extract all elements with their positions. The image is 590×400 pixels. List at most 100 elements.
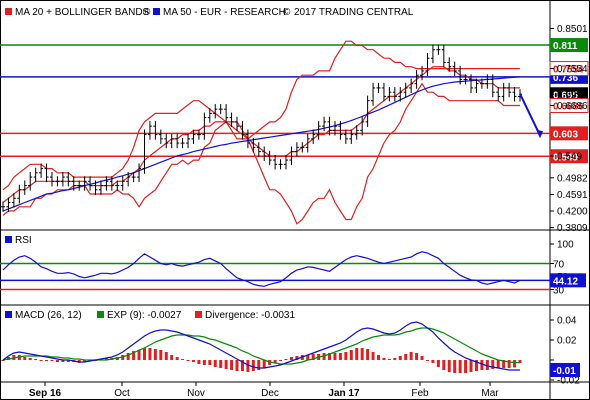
level-label: 0.603 (553, 129, 578, 140)
ma50-legend-label: MA 50 - EUR - RESEARCH (163, 7, 286, 18)
divergence-bar (289, 357, 293, 360)
divergence-bar (186, 360, 190, 361)
divergence-bar (480, 360, 484, 370)
divergence-bar (132, 351, 136, 360)
ma20-legend-label: MA 20 + BOLLINGER BANDS (15, 7, 150, 18)
divergence-bar (213, 360, 217, 367)
lower_band_last-label: 0.6686 (553, 101, 584, 112)
divergence-bar (246, 360, 250, 372)
main-lines (2, 40, 521, 225)
divergence-bar (153, 349, 157, 360)
ma50-line (2, 76, 521, 212)
divergence-bar (485, 360, 489, 370)
macd-signal-line (2, 327, 521, 365)
divergence-bar (273, 360, 277, 363)
divergence-bar (442, 360, 446, 370)
divergence-bar (366, 349, 370, 360)
rsi-panel: 10050703044.12 (0, 240, 586, 297)
divergence-label: Divergence: -0.0031 (205, 310, 295, 321)
divergence-bar (181, 359, 185, 360)
divergence-bar (170, 355, 174, 360)
divergence-bar (491, 360, 495, 369)
macd-last-tag (550, 363, 580, 377)
divergence-bar (371, 352, 375, 360)
divergence-bar (295, 356, 299, 360)
divergence-bar (262, 360, 266, 368)
divergence-bar (398, 356, 402, 360)
level-label: 0.736 (553, 73, 578, 84)
divergence-bar (344, 352, 348, 360)
rsi-level-label: 70 (553, 260, 565, 271)
y-tick-label: 0.3809 (557, 223, 588, 234)
divergence-bar (387, 359, 391, 360)
macd-y-tick-label: 0.04 (557, 316, 577, 327)
divergence-bar (355, 348, 359, 360)
last_price-label: 0.695 (553, 90, 578, 101)
rsi-line (2, 251, 521, 287)
x-axis: Sep 16 Oct Nov Dec Jan 17 Feb Mar (29, 382, 499, 399)
main-candles (1, 44, 543, 212)
divergence-bar (148, 348, 152, 360)
macd-panel: 0.04 0.02 -0.02-0.01 (1, 316, 580, 387)
copyright-label: 2017 TRADING CENTRAL (294, 7, 414, 18)
ma20-legend-swatch (5, 8, 12, 15)
level-tag (550, 38, 588, 53)
y-tick-label: 0.8501 (557, 24, 588, 35)
divergence-bar (230, 360, 234, 370)
macd-label: MACD (26, 12) (15, 310, 82, 321)
divergence-bar (360, 348, 364, 360)
y-tick-label: 0.4591 (557, 190, 588, 201)
level-label: 0.811 (553, 41, 578, 52)
divergence-bar (61, 360, 65, 362)
divergence-bar (23, 357, 27, 360)
divergence-bar (175, 357, 179, 360)
divergence-bar (377, 355, 381, 360)
divergence-bar (425, 360, 429, 361)
x-tick-label: Feb (411, 388, 429, 399)
x-tick-label: Jan 17 (328, 388, 360, 399)
divergence-bar (311, 354, 315, 360)
rsi-legend-swatch (5, 236, 12, 243)
divergence-bar (126, 353, 130, 360)
divergence-bar (45, 360, 49, 361)
divergence-bar (104, 358, 108, 360)
divergence-legend-swatch (195, 311, 202, 318)
level-tag (550, 149, 588, 164)
divergence-bar (202, 360, 206, 365)
level-tag (550, 126, 588, 141)
divergence-bar (453, 360, 457, 373)
divergence-bar (431, 360, 435, 363)
divergence-bar (507, 360, 511, 368)
y-tick-label: 0.7554 (557, 64, 588, 75)
divergence-bar (496, 360, 500, 368)
macd-y-tick-label: 0.02 (557, 336, 577, 347)
x-tick-label: Sep 16 (29, 388, 62, 399)
macd-y-tick-label: -0.02 (557, 376, 580, 387)
x-tick-label: Nov (187, 388, 205, 399)
divergence-bar (415, 353, 419, 360)
lower-bollinger-band (2, 82, 520, 225)
rsi-y-tick-label: 100 (557, 240, 574, 251)
divergence-bar (191, 360, 195, 362)
divergence-bar (1, 360, 5, 361)
divergence-bar (420, 356, 424, 360)
divergence-bar (208, 360, 212, 365)
divergence-bar (28, 358, 32, 360)
divergence-bar (284, 359, 288, 360)
rsi-last-tag (550, 273, 586, 288)
y-tick-label: 0.6686 (557, 101, 588, 112)
ma50-legend-swatch (153, 8, 160, 15)
divergence-bar (257, 360, 261, 370)
macd-line (2, 321, 520, 371)
divergence-bar (83, 360, 87, 362)
divergence-bar (137, 350, 141, 360)
divergence-bar (474, 360, 478, 371)
divergence-bar (518, 360, 522, 364)
divergence-bar (333, 353, 337, 360)
exp-legend-swatch (97, 311, 104, 318)
divergence-bar (338, 353, 342, 360)
divergence-bar (251, 360, 255, 371)
x-tick-label: Dec (261, 388, 279, 399)
